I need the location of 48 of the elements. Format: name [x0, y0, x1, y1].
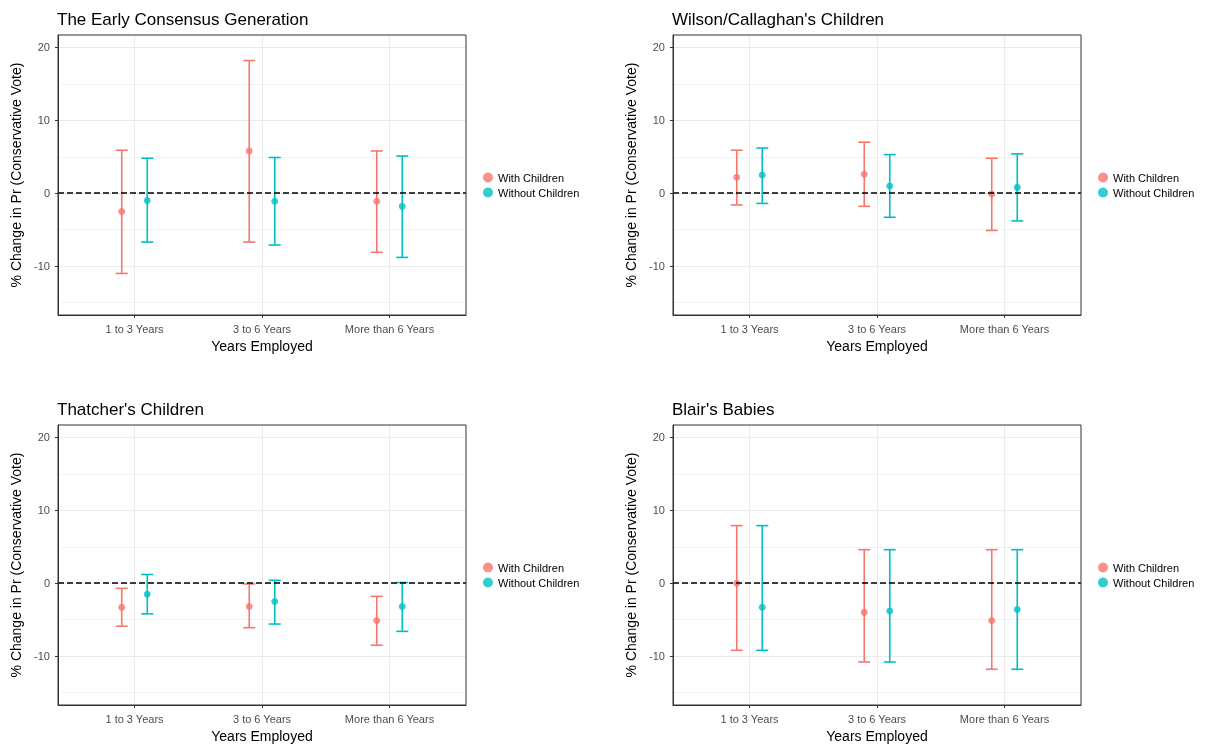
legend-label: Without Children	[1113, 186, 1195, 199]
chart-title: Blair's Babies	[672, 400, 775, 419]
y-axis-title: % Change in Pr (Conservative Vote)	[8, 452, 24, 678]
y-tick-label: 0	[658, 577, 665, 590]
x-tick-label: 1 to 3 Years	[105, 322, 165, 335]
x-axis-title: Years Employed	[826, 727, 928, 744]
x-tick-label: 1 to 3 Years	[720, 322, 780, 335]
x-tick-label: 3 to 6 Years	[847, 712, 907, 725]
x-axis-title: Years Employed	[826, 337, 928, 354]
x-tick-label: More than 6 Years	[344, 712, 435, 725]
y-axis-title: % Change in Pr (Conservative Vote)	[623, 62, 639, 288]
legend-label: Without Children	[498, 576, 580, 589]
y-tick-label: -10	[34, 650, 50, 663]
legend-label: Without Children	[1113, 576, 1195, 589]
y-tick-label: 10	[37, 504, 50, 517]
chart-title: The Early Consensus Generation	[57, 10, 309, 29]
x-tick-label: 3 to 6 Years	[232, 322, 292, 335]
y-axis-title: % Change in Pr (Conservative Vote)	[623, 452, 639, 678]
y-tick-label: 0	[43, 577, 50, 590]
x-tick-label: 3 to 6 Years	[847, 322, 907, 335]
y-tick-label: 10	[37, 114, 50, 127]
x-tick-label: 3 to 6 Years	[232, 712, 292, 725]
y-tick-label: -10	[649, 650, 665, 663]
y-tick-label: 0	[658, 187, 665, 200]
x-axis-title: Years Employed	[211, 337, 313, 354]
y-tick-label: 10	[652, 504, 665, 517]
y-tick-label: 20	[37, 41, 50, 54]
chart-title: Wilson/Callaghan's Children	[672, 10, 885, 29]
x-tick-label: 1 to 3 Years	[720, 712, 780, 725]
legend-label: With Children	[498, 171, 565, 184]
y-tick-label: 0	[43, 187, 50, 200]
y-tick-label: -10	[649, 260, 665, 273]
x-tick-label: More than 6 Years	[959, 712, 1050, 725]
y-axis-title: % Change in Pr (Conservative Vote)	[8, 62, 24, 288]
y-tick-label: 20	[652, 41, 665, 54]
legend-label: Without Children	[498, 186, 580, 199]
x-tick-label: More than 6 Years	[344, 322, 435, 335]
y-tick-label: 20	[652, 431, 665, 444]
legend-label: With Children	[1113, 171, 1180, 184]
x-tick-label: 1 to 3 Years	[105, 712, 165, 725]
y-tick-label: 20	[37, 431, 50, 444]
chart-title: Thatcher's Children	[57, 400, 204, 419]
y-tick-label: 10	[652, 114, 665, 127]
x-tick-label: More than 6 Years	[959, 322, 1050, 335]
legend-label: With Children	[1113, 561, 1180, 574]
x-axis-title: Years Employed	[211, 727, 313, 744]
legend-label: With Children	[498, 561, 565, 574]
y-tick-label: -10	[34, 260, 50, 273]
